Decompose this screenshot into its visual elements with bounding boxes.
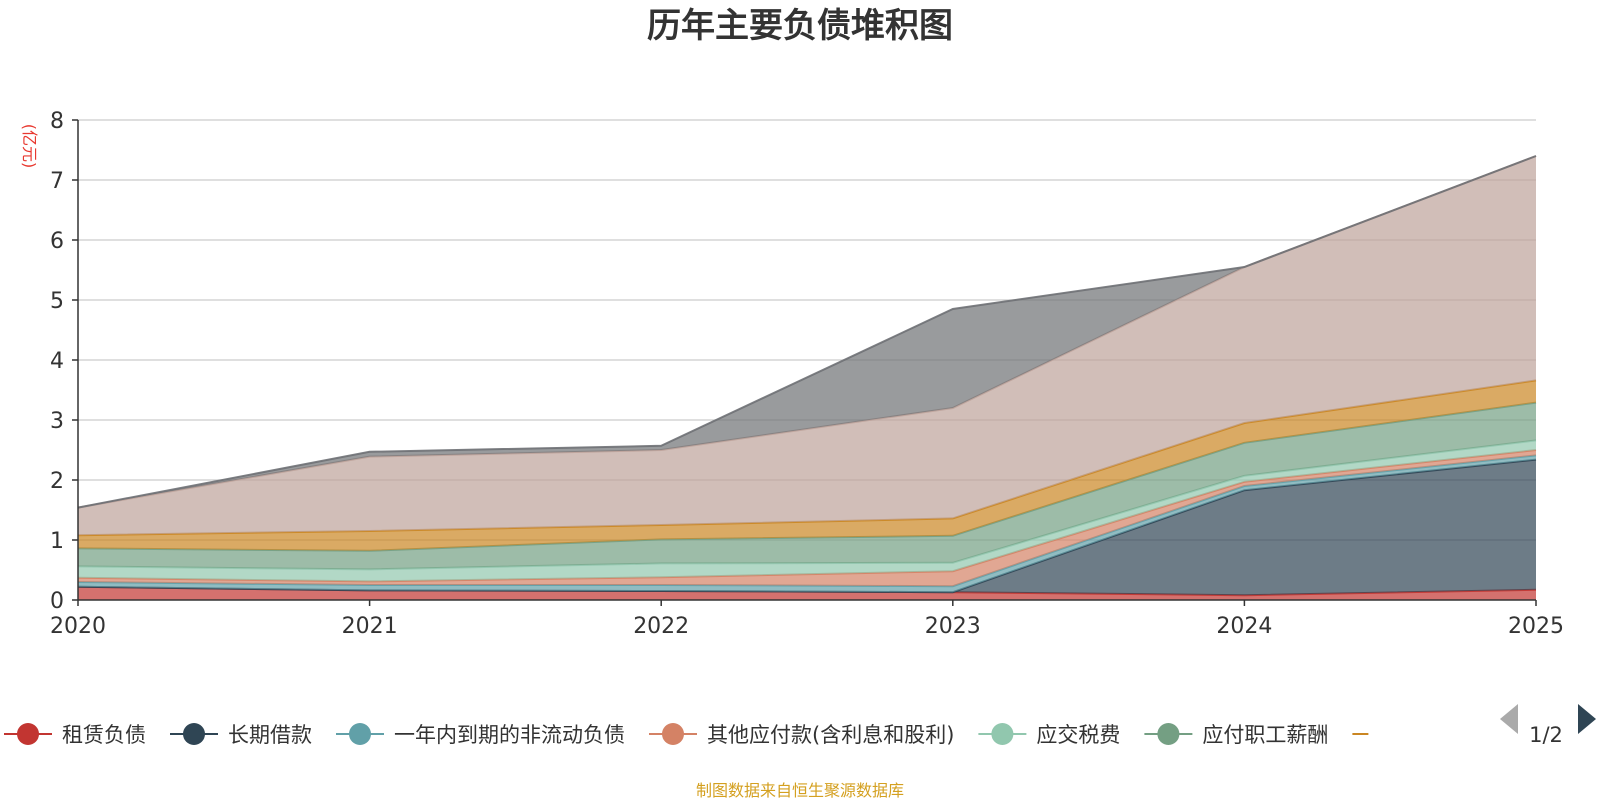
legend-item-3[interactable]: 其他应付款(含利息和股利) — [649, 723, 954, 747]
legend-item-2[interactable]: 一年内到期的非流动负债 — [336, 723, 625, 747]
legend-item-1[interactable]: 长期借款 — [170, 723, 312, 747]
area-line-series-8 — [77, 155, 1537, 509]
y-tick-label-5: 5 — [50, 289, 64, 314]
legend-marker-1 — [183, 723, 205, 745]
y-tick-label-1: 1 — [50, 529, 64, 554]
y-axis-unit-label: (亿元) — [20, 124, 39, 169]
y-tick-label-4: 4 — [50, 349, 64, 374]
legend-label-3: 其他应付款(含利息和股利) — [707, 723, 954, 747]
legend-page-indicator: 1/2 — [1529, 723, 1563, 747]
legend-item-5[interactable]: 应付职工薪酬 — [1144, 723, 1328, 747]
x-tick-label-2024: 2024 — [1216, 614, 1272, 639]
legend-marker-5 — [1157, 723, 1180, 745]
area-series-1 — [78, 459, 1536, 596]
legend-item-0[interactable]: 租赁负债 — [4, 723, 146, 747]
y-tick-label-0: 0 — [50, 589, 64, 614]
x-tick-label-2023: 2023 — [925, 614, 981, 639]
legend-item-4[interactable]: 应交税费 — [978, 723, 1120, 747]
y-tick-label-7: 7 — [50, 169, 64, 194]
y-tick-label-3: 3 — [50, 409, 64, 434]
chart-title: 历年主要负债堆积图 — [647, 6, 953, 46]
legend-prev-page-button[interactable] — [1500, 704, 1518, 734]
data-source-note: 制图数据来自恒生聚源数据库 — [696, 781, 904, 800]
x-tick-label-2025: 2025 — [1508, 614, 1564, 639]
stacked-areas — [77, 155, 1537, 600]
legend-label-2: 一年内到期的非流动负债 — [394, 723, 625, 747]
x-tick-label-2021: 2021 — [342, 614, 398, 639]
area-series-5 — [78, 402, 1536, 570]
legend-next-page-button[interactable] — [1578, 704, 1596, 734]
legend-marker-4 — [991, 723, 1014, 745]
y-tick-label-6: 6 — [50, 229, 64, 254]
area-series-0 — [78, 586, 1536, 600]
x-tick-label-2020: 2020 — [50, 614, 106, 639]
legend: 租赁负债 长期借款 一年内到期的非流动负债 其他应付款(含利息和股利) 应交税费 应付职工… — [4, 723, 1369, 747]
legend-label-1: 长期借款 — [228, 723, 312, 747]
legend-pager: 1/2 — [1500, 704, 1596, 747]
x-tick-label-2022: 2022 — [633, 614, 689, 639]
legend-marker-3 — [662, 723, 684, 745]
x-tick-labels: 2020 2021 2022 2023 2024 2025 — [50, 600, 1564, 639]
y-tick-label-2: 2 — [50, 469, 64, 494]
area-series-7 — [78, 156, 1536, 536]
y-tick-labels: 0 1 2 3 4 5 6 7 8 — [50, 109, 78, 614]
legend-marker-2 — [349, 723, 371, 745]
legend-label-0: 租赁负债 — [62, 723, 146, 747]
legend-marker-0 — [17, 723, 39, 745]
y-tick-label-8: 8 — [50, 109, 64, 134]
legend-label-5: 应付职工薪酬 — [1202, 723, 1328, 747]
legend-label-4: 应交税费 — [1036, 723, 1120, 747]
